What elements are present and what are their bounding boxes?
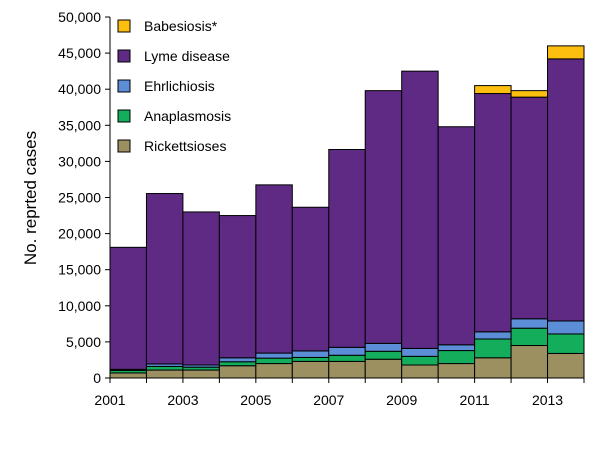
- legend-label-lyme-disease: Lyme disease: [144, 48, 230, 64]
- bar-segment-lyme-disease-2004: [218, 215, 257, 359]
- bar-segment-ehrlichiosis-2008: [364, 342, 403, 352]
- bar-segment-ehrlichiosis-2010: [437, 344, 476, 352]
- bar-segment-lyme-disease-2011: [474, 93, 512, 333]
- bar-segment-lyme-disease-2010: [437, 126, 476, 346]
- bar-segment-lyme-disease-2012: [510, 96, 549, 320]
- bar-segment-anaplasmosis-2005: [255, 357, 293, 365]
- bar-segment-anaplasmosis-2011: [474, 338, 512, 359]
- x-tick-label: 2011: [460, 392, 490, 408]
- y-tick-label: 25,000: [58, 190, 101, 206]
- bar-segment-anaplasmosis-2006: [291, 356, 330, 362]
- y-tick-label: 30,000: [58, 153, 101, 169]
- y-tick-label: 15,000: [58, 262, 101, 278]
- legend-label-rickettsioses: Rickettsioses: [144, 138, 226, 154]
- y-axis-title: No. reprted cases: [21, 131, 40, 265]
- bar-segment-rickettsioses-2011: [474, 357, 512, 379]
- bar-segment-lyme-disease-2006: [291, 206, 330, 352]
- bar-segment-rickettsioses-2007: [328, 360, 366, 379]
- legend-label-ehrlichiosis: Ehrlichiosis: [144, 78, 215, 94]
- bar-segment-ehrlichiosis-2013: [547, 320, 585, 335]
- x-tick-label: 2007: [313, 392, 344, 408]
- bar-segment-rickettsioses-2012: [510, 345, 549, 379]
- legend-swatch-ehrlichiosis: [117, 79, 131, 93]
- x-tick-label: 2013: [532, 392, 563, 408]
- bar-segment-rickettsioses-2008: [364, 358, 403, 379]
- bar-segment-ehrlichiosis-2004: [218, 357, 257, 363]
- bar-segment-lyme-disease-2003: [182, 211, 220, 366]
- x-tick-label: 2009: [386, 392, 417, 408]
- legend-swatch-rickettsioses: [117, 139, 131, 153]
- bar-segment-babesiosis-2012: [510, 90, 549, 98]
- bar-segment-rickettsioses-2009: [401, 364, 439, 379]
- bar-segment-anaplasmosis-2004: [218, 361, 257, 367]
- bar-segment-lyme-disease-2008: [364, 90, 403, 344]
- legend: Babesiosis* Lyme disease Ehrlichiosis Anapl…: [117, 18, 231, 154]
- legend-label-anaplasmosis: Anaplasmosis: [144, 108, 231, 124]
- bar-segment-rickettsioses-2002: [145, 369, 184, 379]
- legend-swatch-anaplasmosis: [117, 109, 131, 123]
- bar-segment-anaplasmosis-2007: [328, 354, 366, 362]
- x-tick-label: 2003: [167, 392, 198, 408]
- bar-segment-rickettsioses-2001: [109, 372, 147, 379]
- bar-segment-ehrlichiosis-2006: [291, 350, 330, 358]
- bar-segment-rickettsioses-2006: [291, 360, 330, 379]
- legend-label-babesiosis: Babesiosis*: [144, 18, 218, 34]
- y-tick-label: 5,000: [66, 334, 101, 350]
- bar-segment-anaplasmosis-2009: [401, 355, 439, 366]
- x-tick-label: 2001: [94, 392, 125, 408]
- bar-segment-lyme-disease-2009: [401, 70, 439, 349]
- bar-segment-rickettsioses-2005: [255, 363, 293, 379]
- bar-segment-ehrlichiosis-2007: [328, 346, 366, 356]
- y-tick-label: 10,000: [58, 298, 101, 314]
- bar-segment-rickettsioses-2003: [182, 369, 220, 379]
- bar-segment-rickettsioses-2010: [437, 363, 476, 379]
- y-tick-label: 50,000: [58, 9, 101, 25]
- bar-segment-anaplasmosis-2010: [437, 350, 476, 365]
- y-tick-label: 20,000: [58, 226, 101, 242]
- bars: [109, 45, 585, 379]
- bar-segment-lyme-disease-2005: [255, 184, 293, 354]
- bar-segment-lyme-disease-2001: [109, 246, 147, 370]
- bar-segment-anaplasmosis-2012: [510, 327, 549, 347]
- bar-segment-ehrlichiosis-2011: [474, 331, 512, 340]
- bar-segment-rickettsioses-2004: [218, 365, 257, 379]
- y-tick-label: 40,000: [58, 81, 101, 97]
- bar-segment-lyme-disease-2007: [328, 148, 366, 348]
- bar-segment-ehrlichiosis-2009: [401, 347, 439, 357]
- y-tick-label: 0: [93, 370, 101, 386]
- bar-segment-anaplasmosis-2013: [547, 333, 585, 354]
- axes: 0 5,000 10,000 15,000 20,000 25,000 30,000 35,0…: [58, 9, 585, 408]
- legend-swatch-babesiosis: [117, 19, 131, 33]
- bar-segment-anaplasmosis-2008: [364, 350, 403, 360]
- bar-segment-lyme-disease-2002: [145, 193, 184, 365]
- legend-swatch-lyme-disease: [117, 49, 131, 63]
- bar-segment-ehrlichiosis-2012: [510, 318, 549, 329]
- y-tick-label: 35,000: [58, 117, 101, 133]
- bar-segment-babesiosis-2013: [547, 45, 585, 60]
- bar-segment-anaplasmosis-2002: [145, 365, 184, 371]
- bar-segment-lyme-disease-2013: [547, 58, 585, 322]
- y-tick-label: 45,000: [58, 45, 101, 61]
- bar-segment-ehrlichiosis-2005: [255, 352, 293, 359]
- bar-segment-babesiosis-2011: [474, 85, 512, 95]
- x-tick-label: 2005: [240, 392, 271, 408]
- bar-segment-rickettsioses-2013: [547, 352, 585, 379]
